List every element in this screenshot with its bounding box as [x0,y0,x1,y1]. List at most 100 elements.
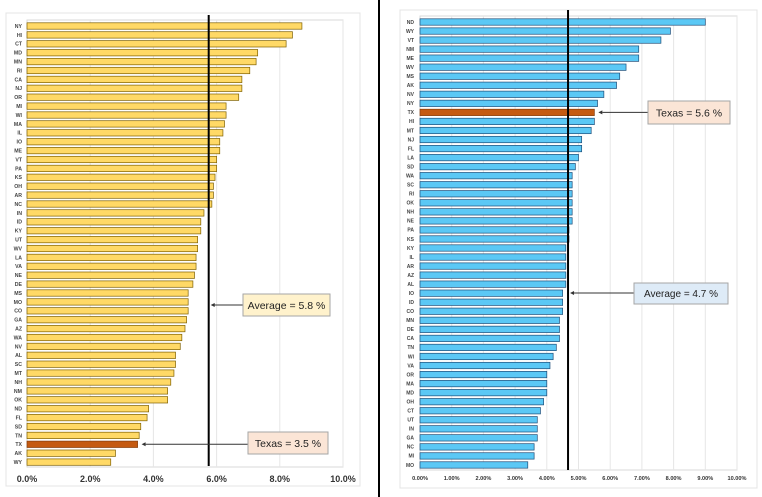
category-label: ME [407,56,415,62]
category-label: TX [408,110,415,116]
category-label: IO [17,140,22,146]
bar-ak [26,449,116,457]
bar-nm [26,387,168,395]
bar-tn [26,431,140,439]
arrow-head-icon [598,110,603,115]
category-label: MD [406,390,414,396]
x-tick-label: 3.00% [507,476,523,482]
bar-mt [419,126,592,135]
category-label: OH [407,399,415,405]
bar-oh [419,398,544,406]
category-label: MN [14,59,22,65]
category-label: LA [407,155,414,161]
category-label: FL [408,146,414,152]
bar-in [419,425,538,433]
bar-ga [419,434,538,442]
category-label: SD [407,164,414,170]
x-tick-label: 2.00% [475,476,491,482]
category-label: HI [409,119,415,125]
category-label: NY [407,101,415,107]
bar-wv [26,244,198,253]
category-label: DE [15,282,23,288]
category-label: WA [14,335,23,341]
bar-mo [419,461,529,469]
bar-wy [419,27,671,35]
category-label: ND [15,407,23,413]
x-tick-label: 10.0% [330,474,356,484]
bar-io [419,289,563,297]
bar-ny [26,22,303,30]
category-label: WY [14,460,23,466]
bar-ca [26,75,243,83]
bar-ga [26,316,187,324]
bar-al [419,280,567,288]
bar-sd [419,163,576,171]
x-tick-label: 0.0% [17,474,38,484]
category-label: NE [407,219,415,225]
category-label: GA [14,318,22,324]
bar-sc [26,360,176,368]
bar-me [26,147,221,155]
category-label: AZ [15,326,23,332]
category-label: VA [407,363,414,369]
texas-callout-label: Texas = 3.5 % [255,438,321,450]
bar-ct [419,407,541,415]
bar-tn [419,343,557,351]
category-label: OH [14,184,22,190]
bar-pa [26,164,217,172]
bar-ca [419,334,560,342]
bar-md [26,49,259,57]
category-label: PA [407,228,414,234]
bar-hi [26,31,293,39]
category-label: MO [14,300,22,306]
x-tick-label: 0.00% [412,476,428,482]
category-label: NV [407,92,415,98]
category-label: MA [406,381,414,387]
bar-ri [26,66,251,75]
bar-de [419,325,560,333]
bar-ny [419,99,598,107]
category-label: VA [15,264,22,270]
texas-callout-box [647,100,731,125]
x-tick-label: 9.00% [697,476,713,482]
bar-az [419,271,567,279]
left-chart: 0.0% 2.0% 4.0% 6.0% 8.0% 10.0% NY HI CT MD MN RI CA N… [5,12,361,487]
bar-pa [419,226,570,234]
category-label: IL [410,255,414,261]
bar-mn [26,58,257,66]
category-label: SC [407,183,414,189]
bar-va [26,262,197,270]
bar-az [26,325,186,333]
category-label: ID [17,220,22,226]
bar-nh [26,378,172,386]
category-label: CA [407,336,415,342]
category-label: NJ [408,137,415,143]
category-label: VT [15,157,22,163]
bar-mi [419,452,535,460]
category-label: AR [407,264,415,270]
category-label: KS [407,237,415,243]
category-label: KY [407,246,415,252]
bar-in [26,209,205,217]
bar-nv [26,342,181,350]
category-label: IN [17,211,22,217]
texas-callout-label: Texas = 5.6 % [656,107,722,119]
bar-highlight-tx [419,108,595,116]
category-label: LA [15,255,22,261]
category-label: AL [15,353,23,359]
bar-or [26,93,240,101]
category-label: RI [409,192,415,198]
category-label: SC [15,362,22,368]
bar-ak [419,81,617,89]
category-label: WY [406,29,415,35]
category-label: IL [17,131,22,137]
bar-nj [419,135,583,144]
bar-ne [419,217,573,225]
bar-va [419,361,551,370]
bar-ks [26,173,216,181]
bar-ct [26,40,287,48]
category-label: MI [408,454,414,460]
category-label: WA [406,173,414,179]
category-label: MD [14,51,22,57]
